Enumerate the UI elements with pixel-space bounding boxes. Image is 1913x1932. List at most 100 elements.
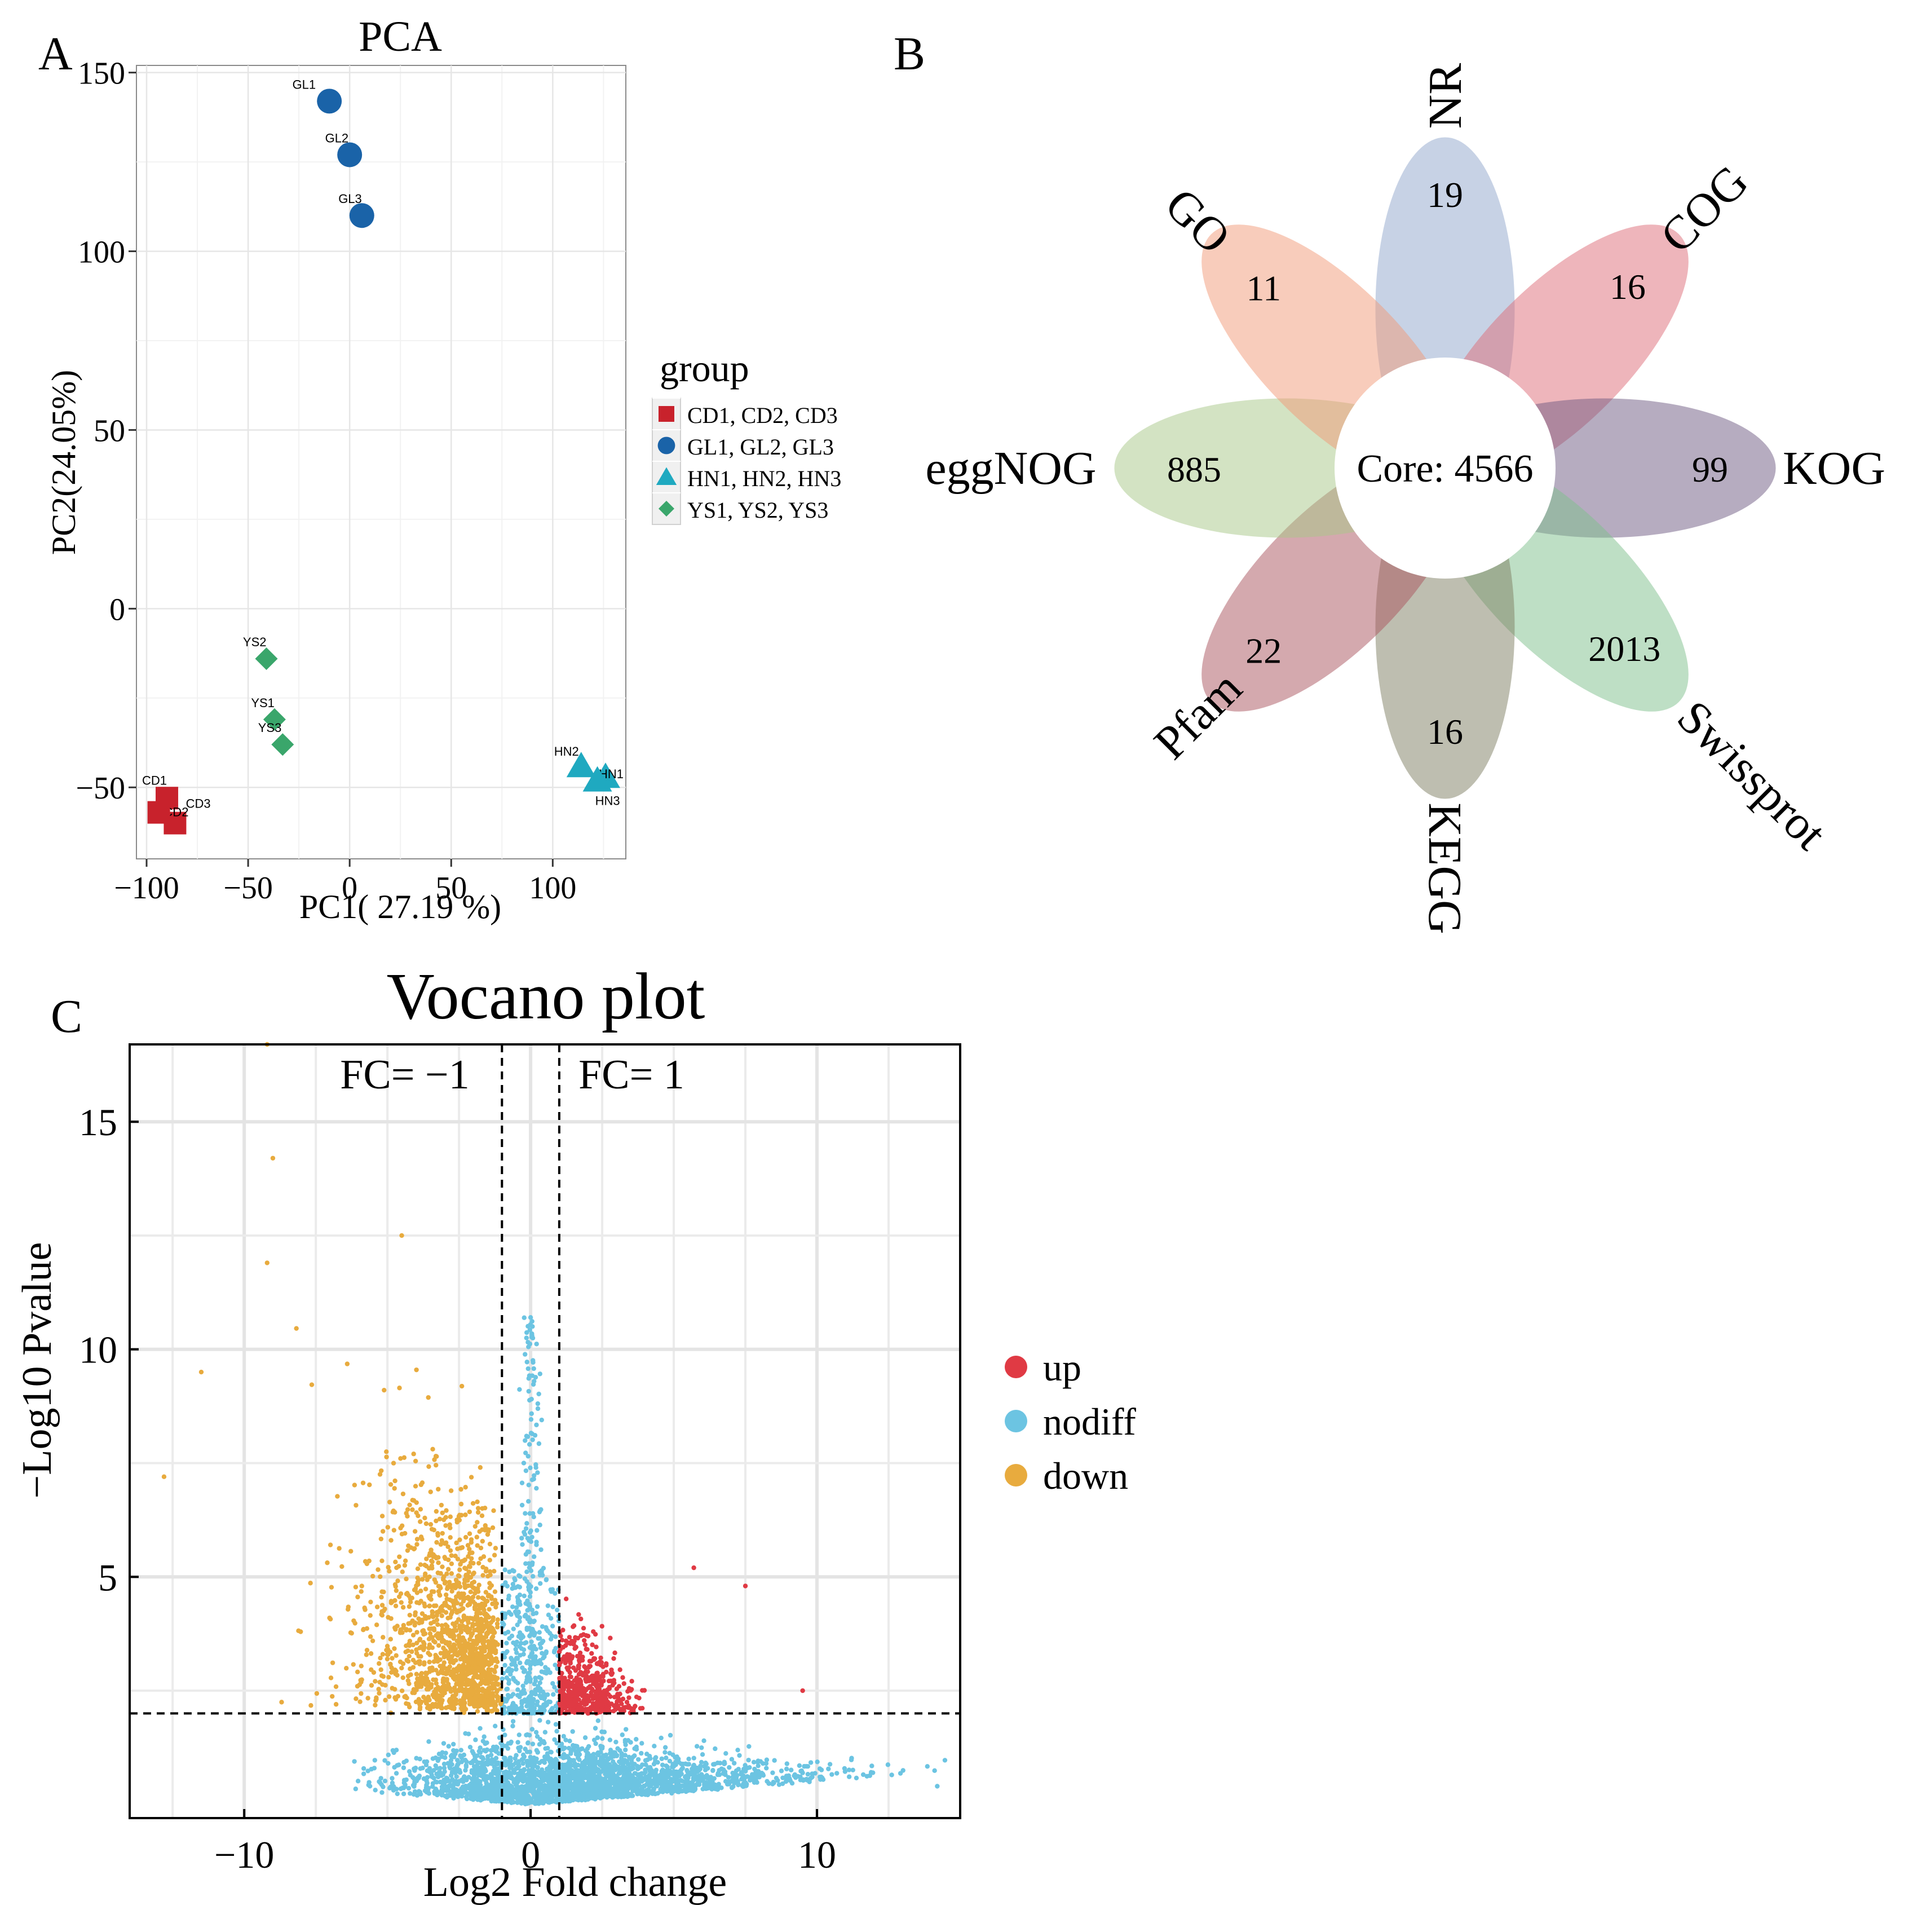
volcano-point-nodiff — [531, 1771, 536, 1776]
volcano-point-nodiff — [646, 1777, 651, 1783]
volcano-point-down — [417, 1637, 423, 1642]
volcano-point-down — [475, 1704, 480, 1709]
volcano-point-nodiff — [639, 1779, 644, 1784]
volcano-point-down — [388, 1538, 394, 1543]
volcano-point-nodiff — [693, 1767, 698, 1772]
volcano-point-nodiff — [411, 1792, 416, 1797]
volcano-point-down — [479, 1648, 484, 1653]
volcano-point-down — [426, 1395, 431, 1400]
pca-x-tick-label: 100 — [529, 871, 576, 906]
volcano-point-nodiff — [668, 1732, 673, 1738]
volcano-point-down — [445, 1586, 450, 1591]
volcano-point-down — [386, 1694, 392, 1699]
volcano-point-nodiff — [504, 1776, 509, 1781]
volcano-point-down — [492, 1668, 497, 1673]
pca-legend-marker — [659, 501, 674, 517]
volcano-point-nodiff — [447, 1783, 452, 1789]
volcano-point-nodiff — [527, 1633, 532, 1639]
volcano-point-nodiff — [515, 1600, 521, 1605]
volcano-point-nodiff — [546, 1699, 551, 1704]
volcano-point-down — [483, 1528, 488, 1533]
volcano-point-nodiff — [522, 1593, 527, 1599]
volcano-point-nodiff — [686, 1770, 692, 1776]
volcano-point-nodiff — [538, 1507, 544, 1512]
volcano-point-nodiff — [392, 1765, 397, 1770]
volcano-point-nodiff — [476, 1766, 482, 1771]
volcano-point-nodiff — [668, 1786, 673, 1791]
volcano-point-nodiff — [439, 1771, 444, 1777]
volcano-point-nodiff — [624, 1768, 630, 1774]
volcano-point-down — [353, 1585, 359, 1590]
volcano-point-down — [474, 1646, 479, 1651]
volcano-point-down — [493, 1650, 498, 1656]
volcano-point-down — [333, 1702, 339, 1707]
volcano-point-nodiff — [590, 1771, 595, 1776]
volcano-point-nodiff — [553, 1634, 558, 1639]
volcano-point-up — [611, 1656, 616, 1661]
volcano-point-nodiff — [495, 1796, 501, 1801]
volcano-point-down — [467, 1680, 473, 1686]
volcano-point-down — [455, 1546, 460, 1551]
volcano-point-nodiff — [598, 1780, 603, 1786]
volcano-point-down — [478, 1465, 483, 1470]
volcano-point-nodiff — [521, 1647, 527, 1652]
volcano-point-down — [408, 1672, 413, 1677]
volcano-point-down — [489, 1594, 494, 1599]
volcano-point-down — [430, 1614, 436, 1620]
volcano-point-down — [426, 1464, 431, 1469]
volcano-point-nodiff — [478, 1750, 483, 1755]
pca-y-axis-label: PC2(24.05%) — [45, 370, 82, 555]
volcano-point-nodiff — [382, 1779, 388, 1784]
volcano-point-nodiff — [846, 1767, 852, 1772]
volcano-point-nodiff — [576, 1797, 581, 1803]
volcano-point-down — [452, 1705, 457, 1710]
volcano-point-nodiff — [418, 1792, 423, 1797]
volcano-point-nodiff — [517, 1387, 522, 1392]
volcano-point-nodiff — [578, 1773, 584, 1778]
volcano-point-nodiff — [530, 1741, 536, 1746]
volcano-point-down — [383, 1683, 388, 1688]
volcano-point-down — [447, 1522, 452, 1527]
volcano-point-down — [397, 1554, 402, 1559]
volcano-point-nodiff — [527, 1442, 532, 1447]
volcano-point-nodiff — [463, 1763, 469, 1768]
volcano-point-nodiff — [400, 1785, 405, 1790]
volcano-point-nodiff — [527, 1645, 532, 1650]
volcano-point-nodiff — [764, 1766, 769, 1771]
volcano-point-nodiff — [808, 1760, 814, 1765]
volcano-point-nodiff — [535, 1406, 541, 1411]
volcano-point-down — [405, 1514, 410, 1519]
volcano-point-down — [459, 1383, 465, 1389]
volcano-point-down — [419, 1480, 425, 1485]
volcano-point-nodiff — [502, 1662, 507, 1668]
volcano-point-nodiff — [516, 1759, 522, 1764]
volcano-point-nodiff — [549, 1772, 555, 1777]
volcano-point-down — [430, 1559, 435, 1564]
volcano-point-down — [370, 1573, 375, 1579]
volcano-point-nodiff — [555, 1768, 560, 1774]
volcano-point-down — [355, 1594, 360, 1600]
volcano-point-nodiff — [563, 1798, 568, 1803]
volcano-point-nodiff — [582, 1767, 587, 1772]
volcano-point-nodiff — [554, 1728, 559, 1734]
volcano-point-down — [418, 1700, 423, 1705]
volcano-point-nodiff — [502, 1732, 507, 1737]
volcano-point-nodiff — [535, 1401, 541, 1406]
volcano-point-nodiff — [562, 1762, 567, 1768]
volcano-point-down — [479, 1513, 485, 1519]
volcano-point-nodiff — [757, 1775, 762, 1780]
volcano-point-nodiff — [513, 1642, 518, 1647]
volcano-point-nodiff — [741, 1781, 746, 1787]
volcano-point-nodiff — [542, 1669, 547, 1675]
volcano-point-down — [467, 1509, 472, 1515]
volcano-point-down — [463, 1573, 469, 1578]
volcano-point-nodiff — [737, 1753, 742, 1758]
volcano-point-nodiff — [401, 1759, 407, 1765]
volcano-point-down — [380, 1652, 386, 1657]
pca-point — [317, 89, 342, 114]
volcano-point-down — [448, 1548, 453, 1553]
volcano-point-up — [629, 1679, 634, 1684]
volcano-point-nodiff — [372, 1766, 377, 1771]
volcano-point-down — [447, 1605, 452, 1610]
volcano-point-nodiff — [526, 1615, 531, 1620]
